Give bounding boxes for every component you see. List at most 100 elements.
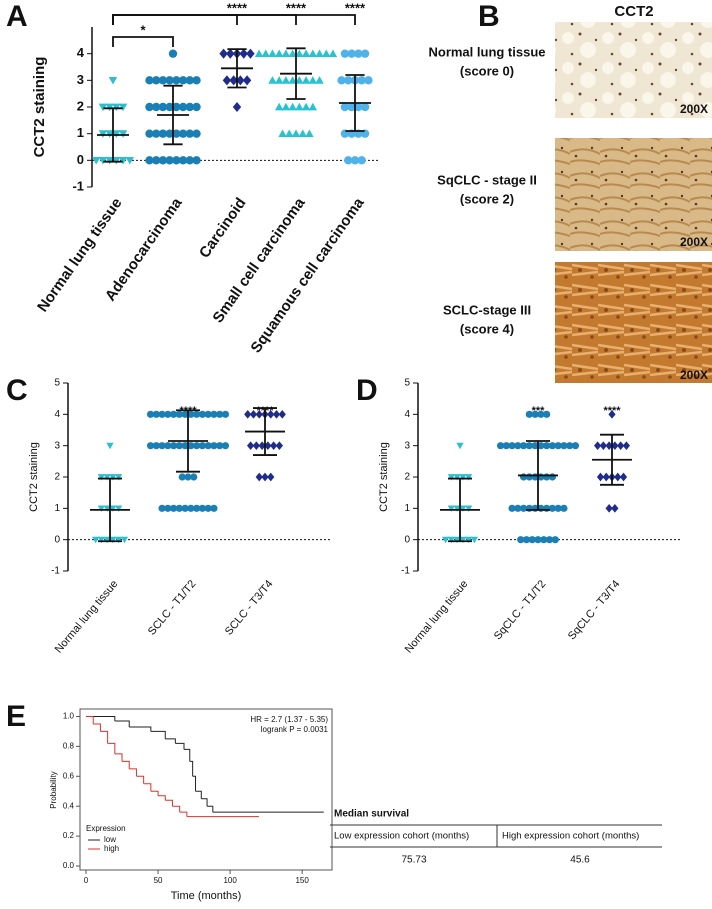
dot — [531, 410, 539, 418]
dot — [357, 156, 366, 165]
dot — [525, 442, 533, 450]
panel-label: C — [6, 374, 28, 407]
dot — [261, 472, 269, 482]
sample-label: Normal lung tissue — [428, 44, 545, 59]
dot — [108, 76, 118, 85]
dot — [115, 536, 123, 544]
dot — [295, 76, 304, 84]
y-tick-label: 1 — [54, 503, 60, 514]
dot — [508, 442, 516, 450]
table-header: Low expression cohort (months) — [334, 831, 469, 842]
dot — [178, 76, 188, 85]
dot — [298, 129, 307, 138]
magnification: 200X — [680, 102, 708, 116]
y-tick-label: 0 — [54, 534, 60, 545]
dot — [210, 410, 218, 418]
y-tick-label: 4 — [54, 409, 60, 420]
dot — [158, 102, 168, 112]
x-tick-label: Normal lung tissue — [403, 578, 471, 655]
survival-step — [100, 730, 109, 744]
dot — [115, 505, 123, 512]
dot — [514, 442, 522, 450]
y-tick-label: 0 — [404, 534, 410, 545]
dot — [192, 129, 201, 138]
dot — [187, 410, 195, 418]
dot — [178, 129, 188, 138]
dot — [97, 536, 105, 544]
magnification: 200X — [680, 368, 708, 382]
dot — [198, 410, 206, 418]
bracket — [112, 14, 356, 25]
survival-step — [129, 768, 137, 777]
dot — [185, 156, 194, 165]
y-tick-label: 0.4 — [63, 801, 75, 810]
dot — [152, 129, 161, 138]
dot — [617, 441, 625, 450]
survival-step — [195, 790, 202, 799]
y-tick-label: 0.6 — [63, 771, 75, 780]
survival-step — [207, 805, 214, 813]
dot — [252, 441, 260, 450]
dot — [98, 103, 108, 112]
survival-step — [150, 730, 166, 739]
dot — [322, 49, 331, 58]
survival-step — [122, 760, 130, 769]
micrograph — [555, 138, 712, 251]
dot — [109, 474, 117, 481]
dot — [545, 536, 554, 544]
dot — [204, 504, 212, 512]
x-tick-label: Carcinoid — [196, 195, 250, 261]
dot — [109, 536, 117, 544]
dot — [192, 156, 201, 165]
dot — [288, 49, 297, 58]
dot — [560, 442, 568, 450]
dot — [537, 442, 545, 450]
dot — [175, 442, 183, 450]
panel-label: E — [6, 700, 26, 733]
y-tick-label: 2 — [404, 472, 410, 483]
dot — [158, 442, 166, 450]
dot — [347, 49, 356, 58]
dot — [543, 410, 551, 418]
dot — [198, 504, 206, 512]
dot — [315, 76, 324, 84]
dot — [308, 76, 317, 84]
dot — [315, 49, 324, 58]
significance: **** — [256, 405, 274, 417]
dot — [152, 410, 160, 418]
dot — [92, 536, 100, 544]
x-tick-label: 0 — [84, 876, 89, 885]
dot — [268, 76, 277, 84]
dot — [543, 442, 551, 450]
dot — [275, 49, 284, 58]
dot — [115, 474, 123, 481]
dot — [112, 130, 121, 138]
dot — [534, 536, 542, 544]
panel-label: D — [356, 374, 378, 407]
dot — [360, 102, 370, 112]
dot — [496, 442, 505, 450]
dot — [470, 536, 478, 544]
significance: *** — [532, 405, 546, 417]
legend-label: low — [104, 835, 116, 844]
dot — [181, 442, 189, 450]
dot — [465, 505, 473, 512]
dot — [548, 473, 557, 481]
dot — [551, 536, 559, 544]
y-tick-label: 1 — [77, 125, 84, 140]
y-tick-label: 2 — [54, 472, 60, 483]
dot — [281, 76, 291, 84]
y-tick-label: -1 — [401, 566, 410, 577]
dot — [275, 102, 284, 111]
dot — [347, 102, 356, 112]
significance: **** — [179, 405, 197, 417]
dot — [164, 504, 172, 512]
dot — [246, 48, 255, 59]
dot — [165, 102, 174, 112]
x-tick-label: SCLC - T3/T4 — [223, 578, 276, 638]
dot — [465, 474, 473, 481]
dot — [118, 156, 128, 165]
dot — [192, 102, 201, 112]
dot — [520, 504, 528, 512]
dot — [204, 410, 212, 418]
